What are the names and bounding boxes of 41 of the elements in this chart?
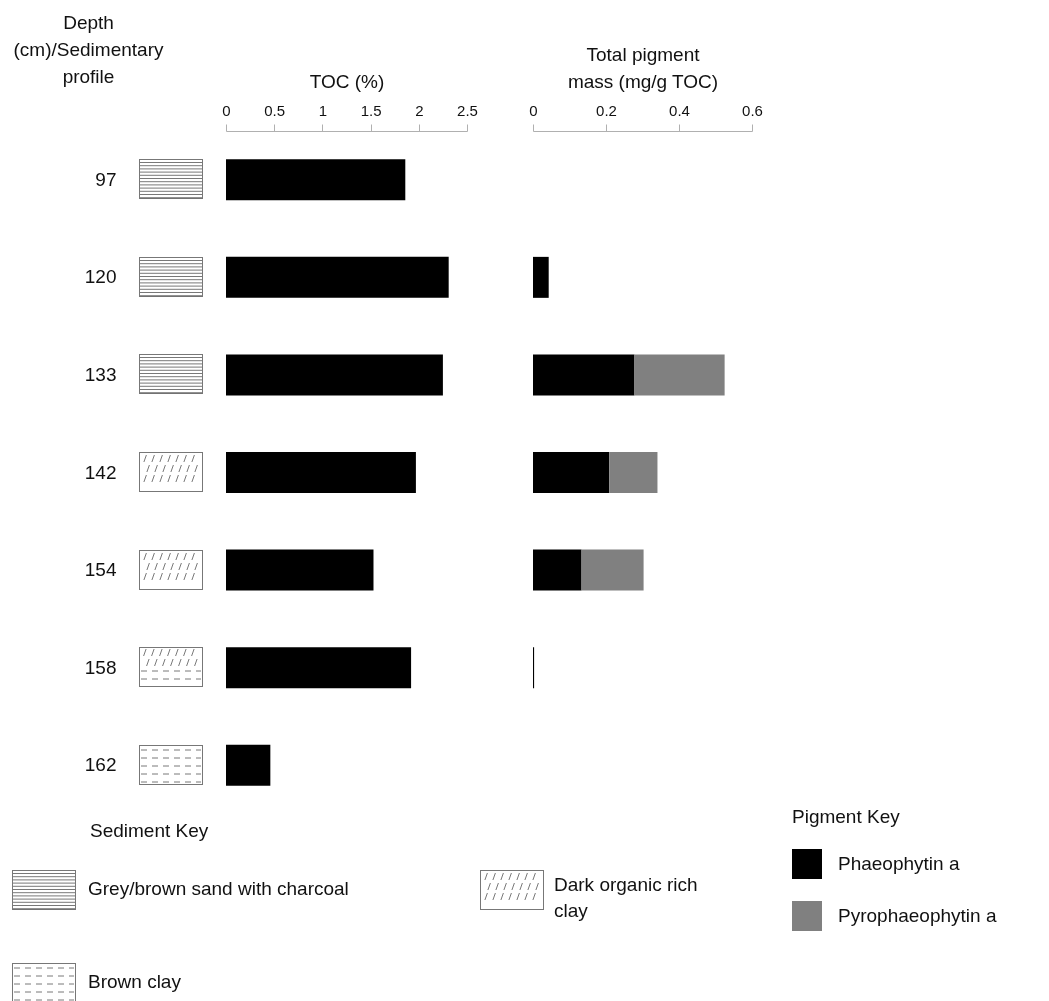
text: Sediment Key bbox=[90, 820, 209, 842]
x-tick-label: 2 bbox=[415, 101, 424, 119]
y-tick-label: 133 bbox=[84, 363, 117, 385]
text: Dark organic rich clay bbox=[554, 873, 699, 923]
bar bbox=[226, 354, 443, 396]
y-tick-label: 158 bbox=[84, 656, 117, 678]
bar bbox=[226, 744, 271, 786]
x-tick-label: 0.4 bbox=[669, 101, 690, 119]
text: Grey/brown sand with charcoal bbox=[88, 878, 349, 900]
x-tick-label: 0.2 bbox=[596, 101, 617, 119]
x-tick-label: 1.5 bbox=[360, 101, 382, 119]
bar bbox=[581, 549, 644, 591]
x-axis-title: TOC (%) bbox=[309, 70, 385, 92]
bar bbox=[226, 452, 416, 493]
y-axis-title: Depth (cm)/Sedimentary profile bbox=[13, 11, 164, 87]
y-tick-label: 120 bbox=[84, 266, 117, 288]
x-axis-title: Total pigment mass (mg/g TOC) bbox=[567, 43, 719, 92]
x-tick-label: 2.5 bbox=[457, 101, 478, 119]
bar bbox=[533, 452, 610, 493]
legend-label: Phaeophytin a bbox=[838, 853, 960, 874]
text: Brown clay bbox=[88, 971, 181, 993]
x-tick-label: 0 bbox=[222, 101, 231, 119]
bar bbox=[609, 452, 658, 493]
x-tick-label: 0.5 bbox=[264, 101, 286, 119]
bar bbox=[634, 354, 725, 396]
legend-title: Pigment Key bbox=[792, 806, 901, 827]
y-tick-label: 154 bbox=[84, 559, 117, 581]
y-tick-label: 162 bbox=[84, 754, 117, 776]
x-tick-label: 0 bbox=[529, 101, 538, 119]
bar bbox=[226, 647, 412, 689]
y-tick-label: 97 bbox=[95, 168, 117, 190]
x-tick-label: 1 bbox=[318, 101, 328, 119]
legend-label: Pyrophaeophytin a bbox=[838, 905, 997, 926]
bar bbox=[226, 256, 449, 298]
x-tick-label: 0.6 bbox=[742, 101, 763, 119]
bar bbox=[226, 159, 406, 201]
bar bbox=[533, 354, 635, 396]
bar bbox=[533, 549, 582, 591]
bar bbox=[533, 256, 549, 298]
bar bbox=[226, 549, 374, 591]
y-tick-label: 142 bbox=[84, 461, 117, 483]
